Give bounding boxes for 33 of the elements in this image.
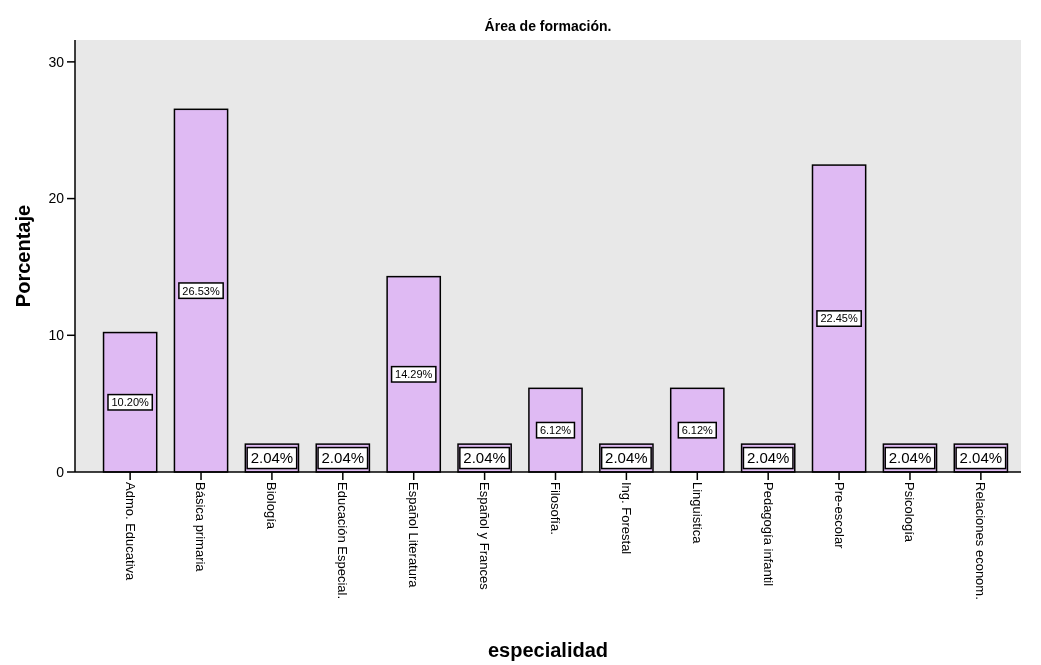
data-label: 6.12%: [681, 424, 714, 437]
x-tick-label: Básica primaria: [193, 482, 209, 573]
x-tick-label: Ing. Forestal: [618, 482, 634, 555]
x-tick-label: Español y Frances: [477, 482, 493, 591]
chart-title: Área de formación.: [484, 18, 612, 34]
data-label: 2.04%: [321, 449, 365, 467]
data-label: 6.12%: [539, 424, 572, 437]
x-tick-label: Admo. Educativa: [122, 482, 138, 582]
x-tick-label: Psicología: [902, 482, 918, 543]
y-tick-label: 30: [48, 53, 65, 70]
x-tick-label: Biología: [264, 482, 280, 530]
x-tick-label: Filosofía.: [547, 482, 563, 535]
data-label: 2.04%: [605, 449, 648, 467]
y-axis-title: Porcentaje: [12, 204, 34, 308]
data-label: 14.29%: [395, 368, 433, 381]
data-label: 26.53%: [182, 284, 220, 297]
y-tick-label: 10: [48, 327, 65, 344]
data-label: 2.04%: [746, 449, 790, 467]
data-label: 10.20%: [111, 396, 149, 409]
x-tick-label: Español Literatura: [406, 482, 422, 589]
x-tick-label: Pre-escolar: [831, 482, 847, 550]
data-label: 2.04%: [463, 449, 506, 467]
y-tick-label: 0: [56, 463, 65, 480]
data-label: 2.04%: [250, 449, 294, 467]
data-label: 2.04%: [888, 449, 932, 467]
x-axis-title: especialidad: [487, 639, 609, 661]
x-tick-label: Educación Especial.: [335, 482, 351, 600]
data-label: 2.04%: [959, 449, 1003, 467]
x-tick-label: Relaciones econom.: [973, 482, 989, 600]
data-label: 22.45%: [820, 312, 858, 325]
y-tick-label: 20: [48, 190, 65, 207]
x-tick-label: Pedagogía infantil: [760, 482, 776, 587]
x-tick-label: Linguistica: [689, 482, 705, 545]
